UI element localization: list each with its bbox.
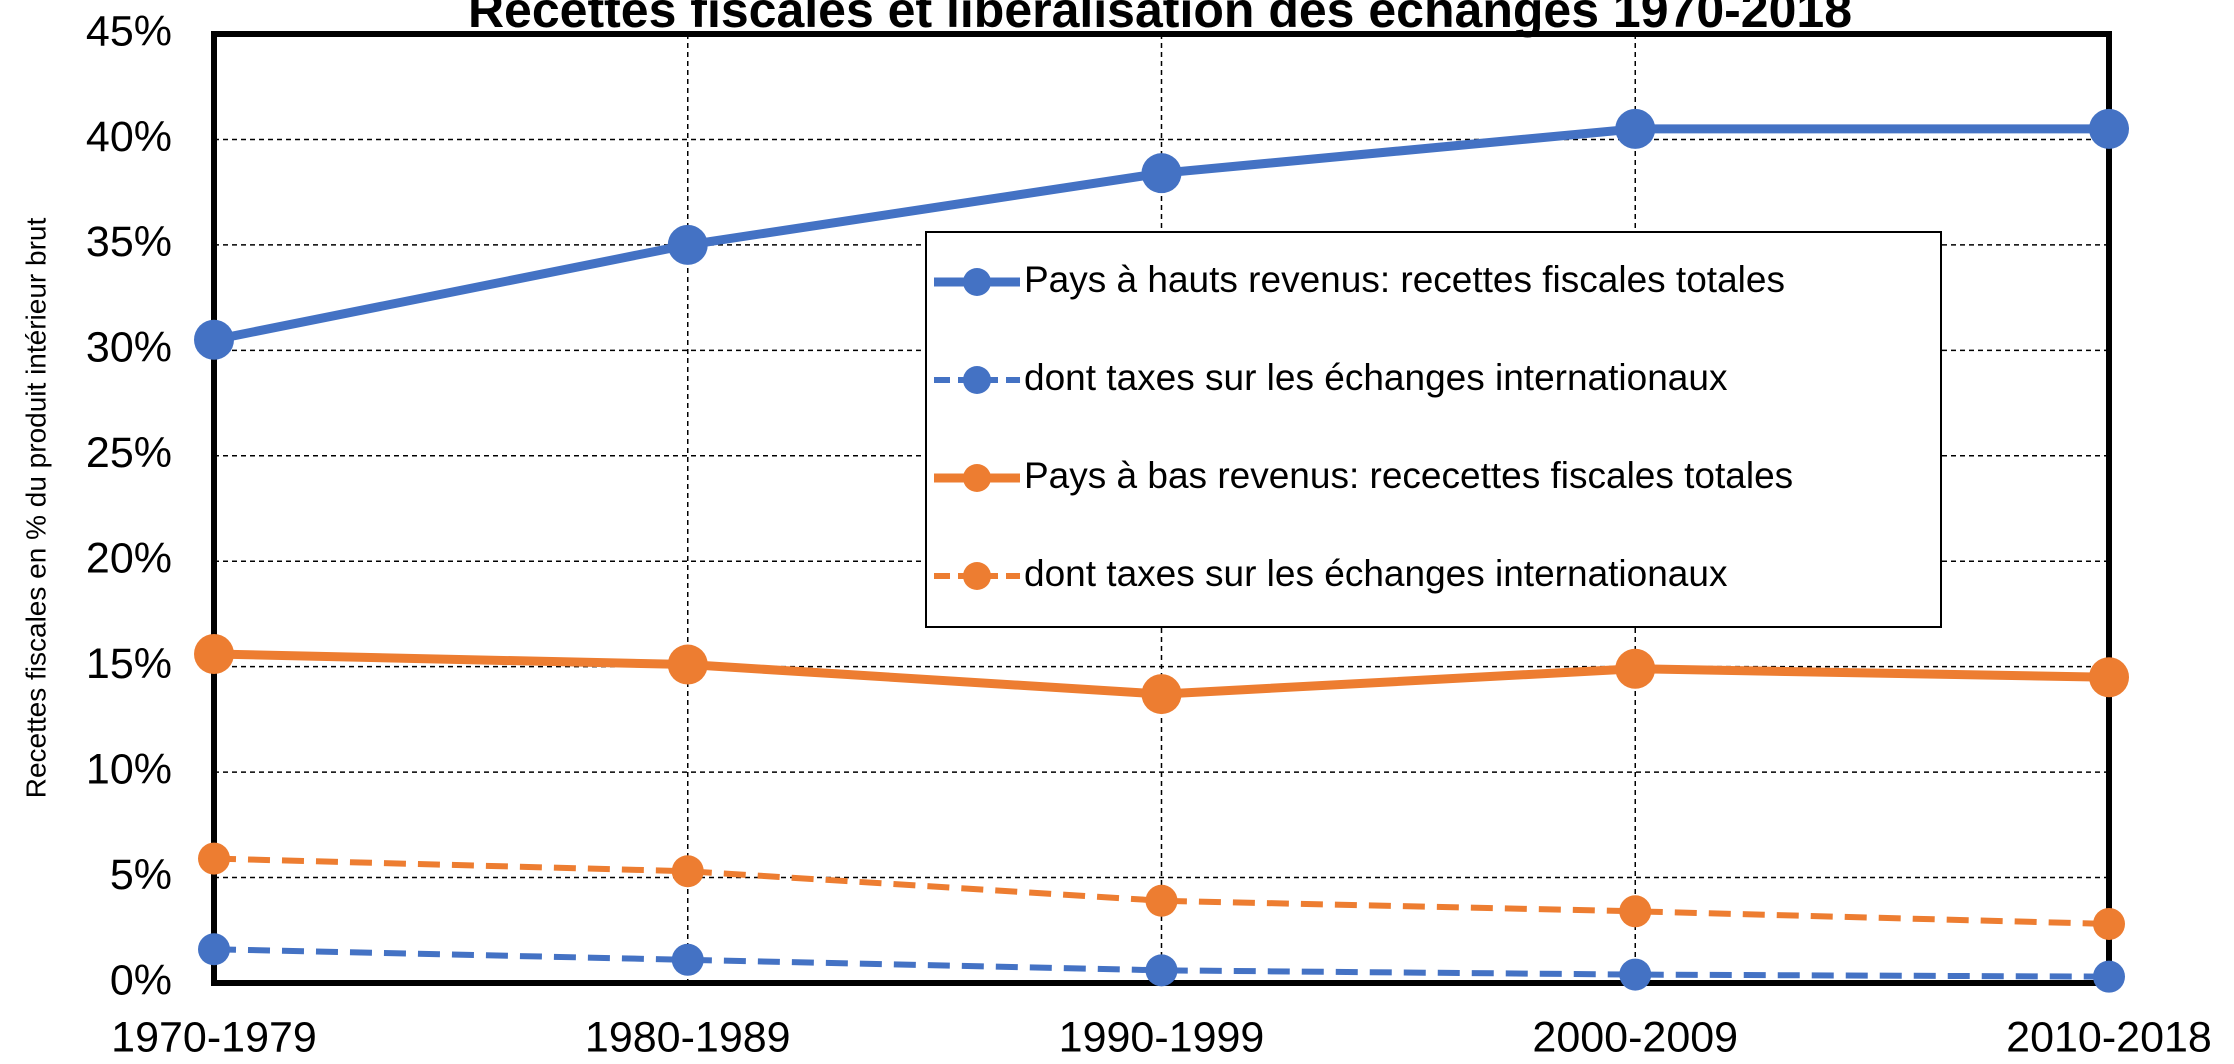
x-tick-label: 2000-2009 bbox=[1532, 1013, 1738, 1061]
series-line bbox=[213, 855, 2110, 927]
data-point bbox=[194, 319, 234, 360]
y-tick-label: 20% bbox=[86, 535, 172, 583]
data-point bbox=[1141, 153, 1182, 194]
legend-label: dont taxes sur les échanges internationa… bbox=[1024, 553, 1728, 594]
y-tick-label: 5% bbox=[110, 851, 172, 899]
legend-marker bbox=[963, 268, 991, 296]
x-tick-label: 1970-1979 bbox=[111, 1013, 317, 1061]
data-point bbox=[1145, 884, 1178, 917]
y-tick-label: 0% bbox=[110, 956, 172, 1004]
data-point bbox=[194, 634, 234, 675]
data-point bbox=[671, 943, 704, 976]
data-point bbox=[1619, 895, 1652, 928]
y-tick-label: 35% bbox=[86, 218, 172, 266]
data-point bbox=[198, 842, 230, 875]
data-point bbox=[2089, 657, 2129, 698]
legend-marker bbox=[963, 464, 991, 492]
x-tick-label: 1990-1999 bbox=[1059, 1013, 1265, 1061]
legend-label: Pays à bas revenus: rececettes fiscales … bbox=[1024, 455, 1793, 496]
data-point bbox=[2089, 108, 2129, 149]
data-point bbox=[1615, 108, 1656, 149]
legend-label: Pays à hauts revenus: recettes fiscales … bbox=[1024, 259, 1785, 300]
data-point bbox=[2093, 960, 2125, 993]
y-tick-label: 10% bbox=[86, 745, 172, 793]
data-point bbox=[671, 855, 704, 888]
data-point bbox=[667, 224, 708, 265]
data-point bbox=[1145, 954, 1178, 987]
data-point bbox=[1615, 648, 1656, 689]
y-tick-label: 15% bbox=[86, 640, 172, 688]
x-tick-label: 1980-1989 bbox=[585, 1013, 791, 1061]
y-tick-label: 40% bbox=[86, 113, 172, 161]
data-point bbox=[1141, 674, 1182, 715]
legend-box bbox=[925, 231, 1942, 628]
x-tick-label: 2010-2018 bbox=[2006, 1013, 2212, 1061]
legend-label: dont taxes sur les échanges internationa… bbox=[1024, 357, 1728, 398]
data-point bbox=[2093, 907, 2125, 940]
y-tick-label: 25% bbox=[86, 429, 172, 477]
legend-marker bbox=[963, 562, 991, 590]
data-point bbox=[1619, 958, 1652, 991]
data-point bbox=[667, 644, 708, 685]
data-point bbox=[198, 933, 230, 966]
y-tick-label: 45% bbox=[86, 7, 172, 55]
y-axis-label: Recettes fiscales en % du produit intéri… bbox=[20, 218, 51, 799]
series-line bbox=[213, 946, 2110, 980]
legend-marker bbox=[963, 366, 991, 394]
y-tick-label: 30% bbox=[86, 324, 172, 372]
